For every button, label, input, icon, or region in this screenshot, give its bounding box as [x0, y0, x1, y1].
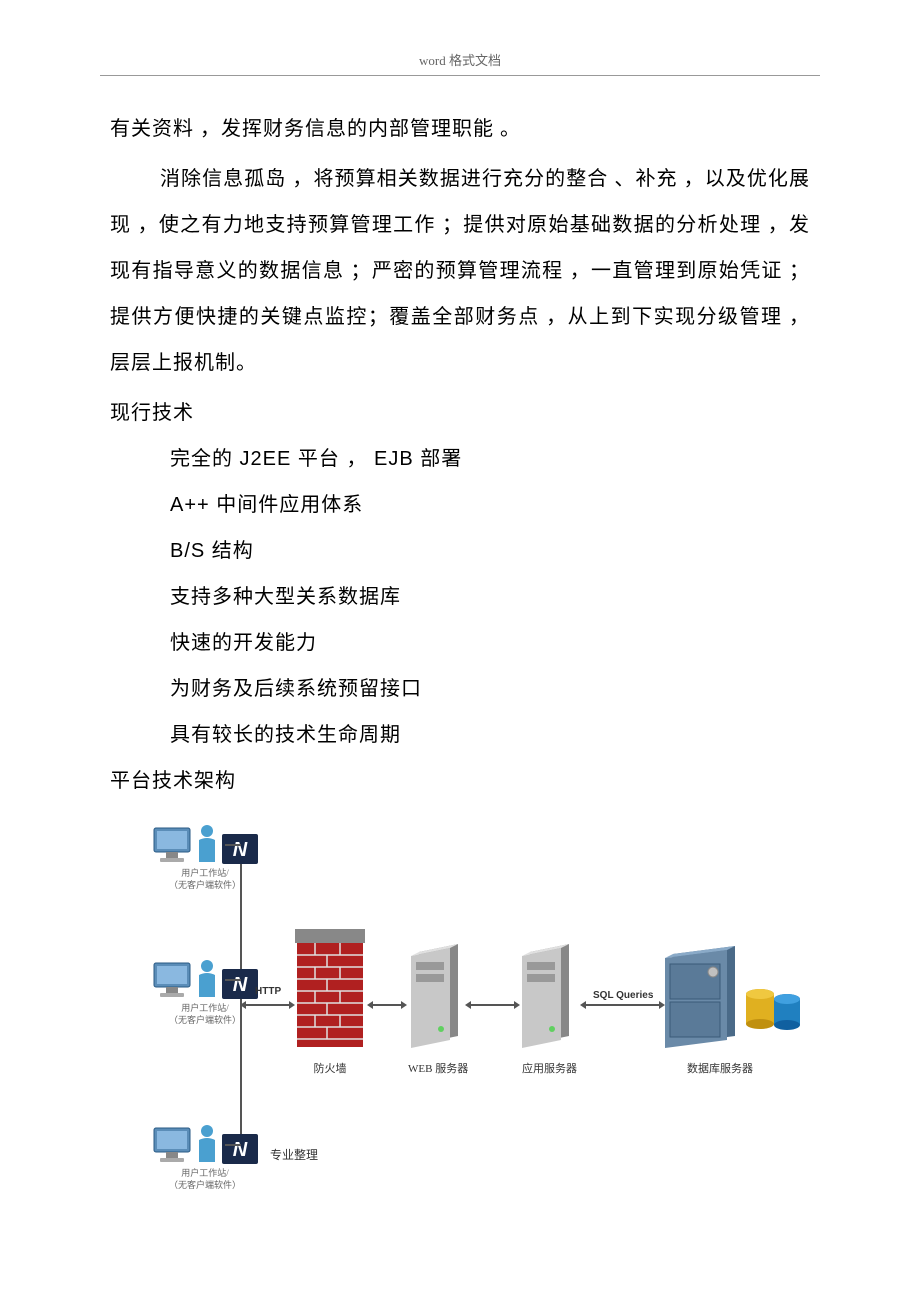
list-item: B/S 结构: [110, 528, 810, 574]
browser-icon: N: [222, 1134, 258, 1164]
web-server: WEB 服务器: [408, 944, 468, 1076]
document-content: 有关资料 ，发挥财务信息的内部管理职能 。 消除信息孤岛 ，将预算相关数据进行充…: [0, 106, 920, 1204]
svg-text:N: N: [233, 974, 248, 996]
list-item: 为财务及后续系统预留接口: [110, 666, 810, 712]
ws-label-2: （无客户端软件）: [169, 880, 241, 890]
monitor-icon: [152, 826, 192, 864]
heading-architecture: 平台技术架构: [110, 758, 810, 804]
browser-icon: N: [222, 834, 258, 864]
person-icon: [196, 959, 218, 999]
list-item: 快速的开发能力: [110, 620, 810, 666]
monitor-icon: [152, 961, 192, 999]
app-server: 应用服务器: [522, 944, 577, 1076]
ws-label-1: 用户工作站/: [181, 868, 229, 878]
ws-label-1: 用户工作站/: [181, 1003, 229, 1013]
workstation-1: N 用户工作站/ （无客户端软件）: [130, 814, 280, 891]
arrow-icon: [245, 1004, 290, 1006]
person-icon: [196, 824, 218, 864]
monitor-icon: [152, 1126, 192, 1164]
app-server-label: 应用服务器: [522, 1060, 577, 1076]
paragraph-1: 有关资料 ，发挥财务信息的内部管理职能 。: [110, 106, 810, 152]
arrow-icon: [372, 1004, 402, 1006]
arrow-icon: [470, 1004, 515, 1006]
database-icon: [665, 944, 805, 1049]
server-icon: [411, 944, 466, 1049]
connector-line: [225, 1144, 241, 1146]
arrow-icon: [585, 1004, 660, 1006]
architecture-diagram: N 用户工作站/ （无客户端软件） N 用户工作站/ （无客户端软件） N 用户工作…: [110, 814, 810, 1204]
list-item: 完全的 J2EE 平台 ， EJB 部署: [110, 436, 810, 482]
ws-label-1: 用户工作站/: [181, 1168, 229, 1178]
footer-label: 专业整理: [270, 1146, 318, 1163]
ws-label-2: （无客户端软件）: [169, 1015, 241, 1025]
connector-line: [225, 979, 241, 981]
header-title: word 格式文档: [419, 53, 501, 68]
list-item: A++ 中间件应用体系: [110, 482, 810, 528]
svg-text:N: N: [233, 1139, 248, 1161]
person-icon: [196, 1124, 218, 1164]
ws-label-2: （无客户端软件）: [169, 1180, 241, 1190]
paragraph-2: 消除信息孤岛 ，将预算相关数据进行充分的整合 、补充 ，以及优化展现 ，使之有力…: [110, 156, 810, 386]
list-item: 具有较长的技术生命周期: [110, 712, 810, 758]
svg-text:N: N: [233, 839, 248, 861]
server-icon: [522, 944, 577, 1049]
heading-tech: 现行技术: [110, 390, 810, 436]
page-header: word 格式文档: [100, 50, 820, 76]
connector-line: [225, 844, 241, 846]
tech-list: 完全的 J2EE 平台 ， EJB 部署 A++ 中间件应用体系 B/S 结构 …: [110, 436, 810, 758]
db-server-label: 数据库服务器: [635, 1060, 805, 1076]
firewall-label: 防火墙: [295, 1060, 365, 1076]
browser-icon: N: [222, 969, 258, 999]
http-label: HTTP: [255, 986, 281, 997]
list-item: 支持多种大型关系数据库: [110, 574, 810, 620]
web-server-label: WEB 服务器: [408, 1060, 468, 1076]
firewall-icon: [295, 929, 365, 1049]
sql-label: SQL Queries: [593, 990, 653, 1001]
firewall: 防火墙: [295, 929, 365, 1076]
db-server: 数据库服务器: [665, 944, 805, 1076]
workstation-3: N 用户工作站/ （无客户端软件）: [130, 1114, 280, 1191]
